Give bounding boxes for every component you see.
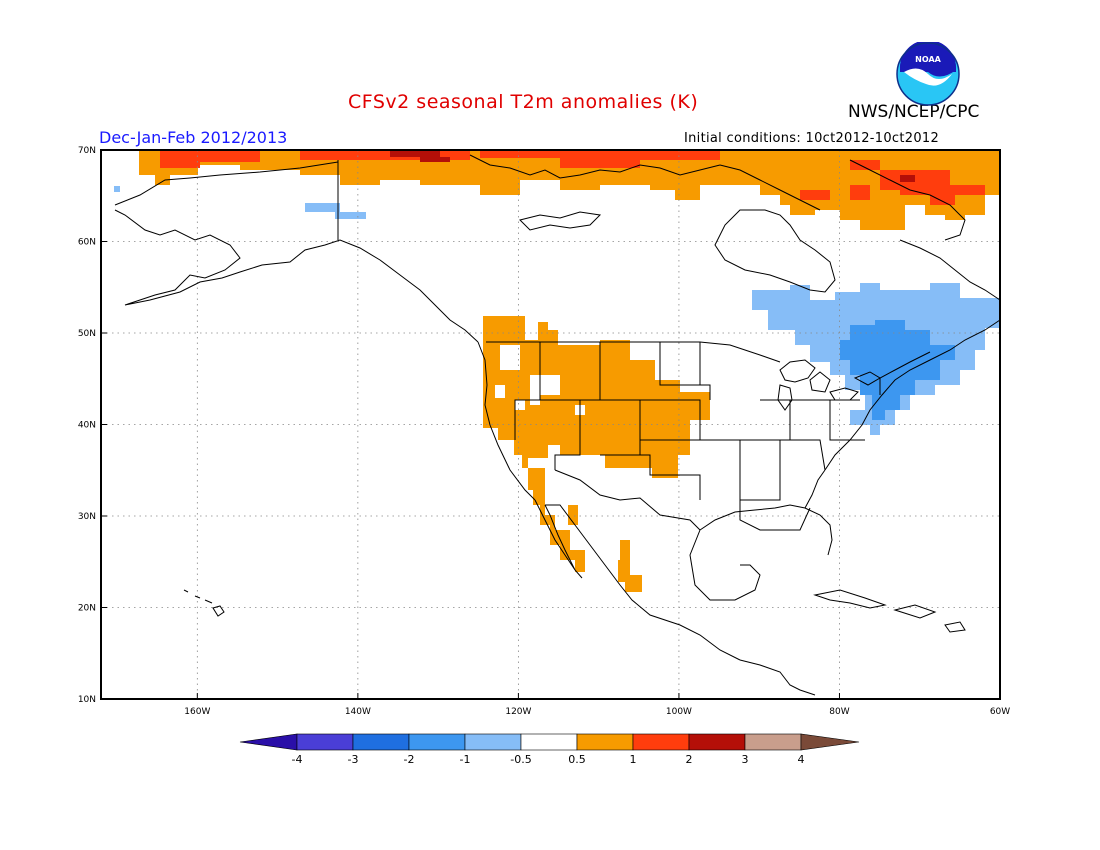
lon-label: 140W [345,707,371,717]
colorbar-label: -4 [292,753,303,766]
northeast-cooler [840,320,955,420]
western-us-warm [483,316,710,478]
lon-label: 160W [184,707,210,717]
lat-label: 50N [78,329,96,339]
colorbar-label: -0.5 [510,753,531,766]
lat-label: 10N [78,695,96,705]
colorbar-swatch [520,733,578,751]
colorbar-swatch [744,733,802,751]
colorbar-label: -2 [404,753,415,766]
colorbar-label: -1 [460,753,471,766]
colorbar-min-arrow [239,733,298,751]
lon-label: 120W [505,707,531,717]
colorbar-swatch [688,733,746,751]
latitude-labels: 70N 60N 50N 40N 30N 20N 10N [78,146,107,705]
colorbar-label: 4 [798,753,805,766]
colorbar-label: 0.5 [568,753,586,766]
lat-label: 30N [78,512,96,522]
lat-label: 60N [78,238,96,248]
colorbar-swatch [352,733,410,751]
longitude-labels: 160W 140W 120W 100W 80W 60W [184,693,1010,717]
colorbar-label: 2 [686,753,693,766]
lat-label: 20N [78,604,96,614]
colorbar-swatch [632,733,690,751]
map-title: CFSv2 seasonal T2m anomalies (K) [348,91,699,113]
colorbar-swatch [464,733,522,751]
lat-label: 70N [78,146,96,156]
colorbar-swatch [408,733,466,751]
lon-label: 100W [666,707,692,717]
colorbar-label: 3 [742,753,749,766]
colorbar: -4 -3 -2 -1 -0.5 0.5 1 2 3 4 [239,733,860,766]
alaska-cool [114,186,366,219]
anomaly-shading [114,150,1000,592]
colorbar-label: -3 [348,753,359,766]
colorbar-max-arrow [800,733,860,751]
graticule [101,150,1000,699]
initial-conditions-label: Initial conditions: 10ct2012-10ct2012 [684,131,940,146]
colorbar-label: 1 [630,753,637,766]
coastlines [114,154,1001,696]
lon-label: 80W [829,707,849,717]
lon-label: 60W [990,707,1010,717]
west-mexico-warm [618,540,642,592]
lat-label: 40N [78,421,96,431]
noaa-logo: NOAA [896,42,960,106]
colorbar-swatch [296,733,354,751]
logo-text: NOAA [915,55,941,64]
baja-warm [528,468,585,572]
colorbar-swatch [576,733,634,751]
agency-label: NWS/NCEP/CPC [848,102,980,122]
arctic-warm-belt [139,150,1000,230]
arctic-strong-warm [160,150,985,205]
season-label: Dec-Jan-Feb 2012/2013 [99,128,288,147]
